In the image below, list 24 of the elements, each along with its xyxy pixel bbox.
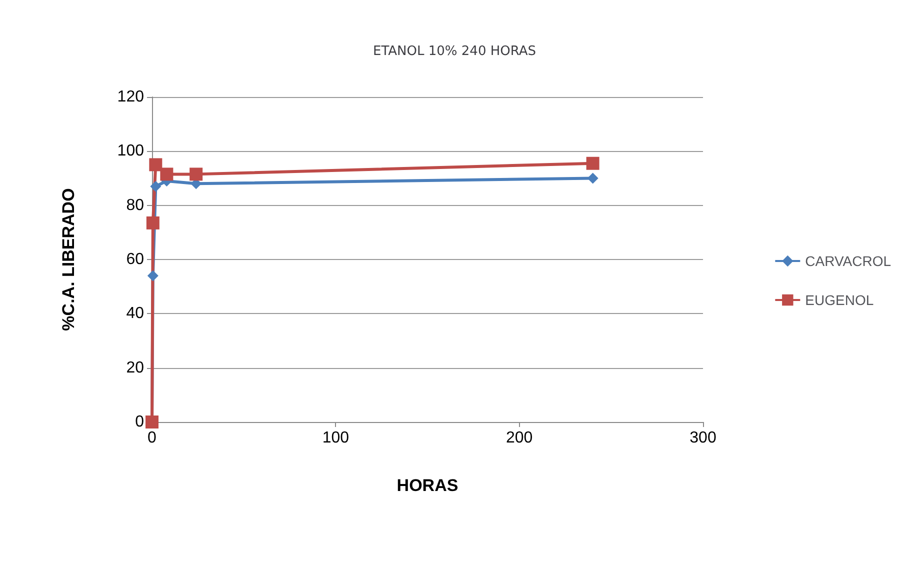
y-axis-title: %C.A. LIBERADO	[59, 188, 78, 331]
point	[160, 168, 174, 181]
y-tick-label: 40	[126, 305, 144, 322]
x-tick-label: 0	[148, 430, 157, 446]
y-tick-label: 0	[135, 414, 144, 430]
y-tick-label: 100	[117, 142, 144, 160]
point	[146, 216, 160, 230]
y-tick-label: 20	[126, 359, 144, 376]
point	[150, 180, 162, 192]
point	[586, 156, 600, 170]
legend-label: CARVACROL	[805, 253, 892, 269]
y-tick-label: 120	[117, 88, 144, 106]
chart-title: ETANOL 10% 240 HORAS	[373, 44, 536, 59]
y-tick-label: 80	[126, 196, 144, 214]
x-tick-label: 200	[506, 430, 533, 446]
y-tick-label: 60	[126, 251, 144, 268]
legend-label: EUGENOL	[805, 292, 874, 308]
point	[147, 270, 158, 282]
point	[149, 158, 162, 172]
x-tick-label: 100	[322, 430, 350, 446]
point	[190, 168, 203, 181]
x-axis-title: HORAS	[396, 476, 458, 495]
x-tick-label: 300	[690, 430, 716, 446]
point	[587, 172, 598, 184]
